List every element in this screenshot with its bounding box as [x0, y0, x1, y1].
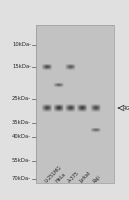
Text: RGS4: RGS4: [123, 106, 129, 110]
Text: 35kDa-: 35kDa-: [12, 120, 31, 126]
Text: Jurkat: Jurkat: [78, 171, 92, 184]
Text: 55kDa-: 55kDa-: [12, 158, 31, 164]
Text: U-251MG: U-251MG: [44, 165, 63, 184]
Text: 25kDa-: 25kDa-: [12, 97, 31, 102]
Text: 70kDa-: 70kDa-: [12, 176, 31, 182]
Text: 15kDa-: 15kDa-: [12, 64, 31, 70]
Bar: [36, 25, 114, 183]
Text: 40kDa-: 40kDa-: [12, 134, 31, 140]
Text: HeLa: HeLa: [55, 172, 67, 184]
Text: 10kDa-: 10kDa-: [12, 43, 31, 47]
Text: Raji: Raji: [92, 174, 102, 184]
Text: A-375: A-375: [67, 171, 80, 184]
